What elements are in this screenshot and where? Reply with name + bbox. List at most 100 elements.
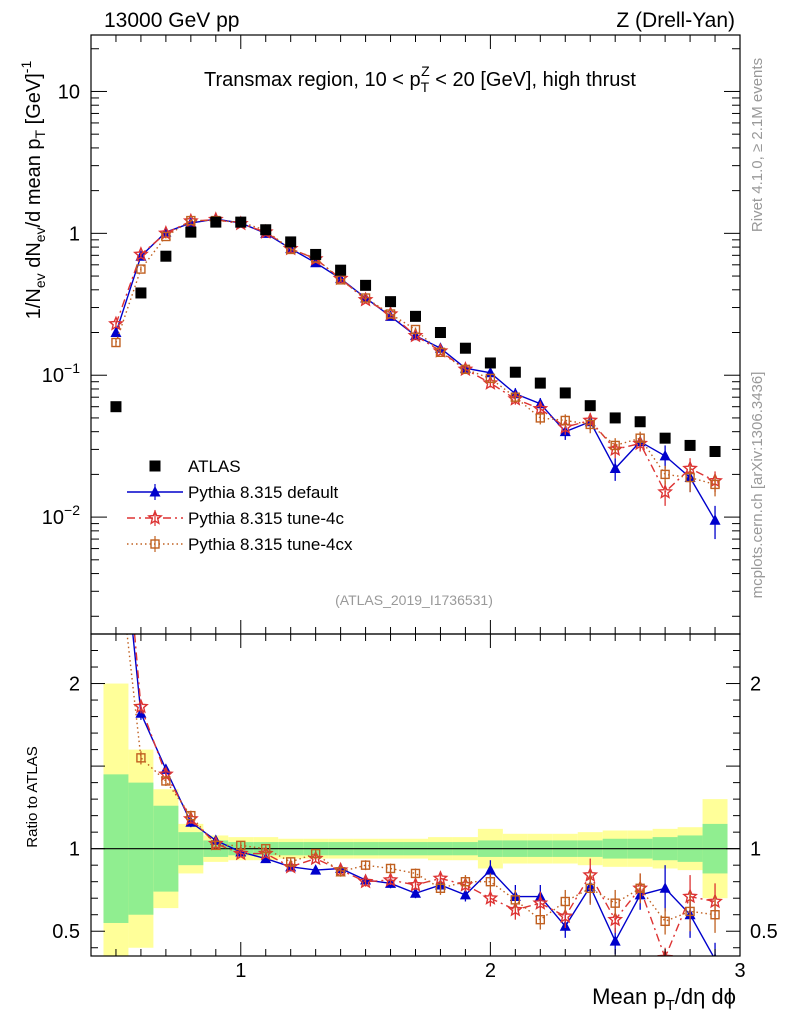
header-left: 13000 GeV pp	[104, 9, 239, 32]
ratio-uncertainty-bands	[91, 683, 740, 956]
ratio-y-tick-label-right: 1	[750, 839, 761, 861]
pythia-8-315-tune-4c-ratio-point	[607, 911, 624, 927]
y-tick-base: 10	[42, 507, 64, 529]
ylabel-a-sub: ev	[32, 273, 48, 288]
ratio-y-tick-label: 1	[69, 839, 80, 861]
pythia-8-315-default-point	[709, 514, 721, 525]
pythia-8-315-tune-4cx-point	[685, 472, 695, 483]
pythia-8-315-default-ratio-point	[210, 834, 222, 845]
pythia-8-315-tune-4cx-ratio-point	[335, 867, 346, 877]
pythia-8-315-tune-4cx-point	[161, 231, 171, 242]
legend: ATLAS Pythia 8.315 default Pythia 8.315 tu…	[127, 457, 353, 554]
legend-marker-pythia-8-315-tune-4cx	[150, 539, 160, 549]
pythia-8-315-tune-4c-ratio-point	[507, 901, 524, 917]
pythia-8-315-default-ratio-point	[310, 864, 322, 875]
pythia-8-315-tune-4c-ratio-point	[482, 889, 499, 905]
pythia-8-315-tune-4c-ratio-point	[133, 698, 149, 714]
y-tick-label: 10−1	[42, 360, 80, 387]
pythia-8-315-tune-4cx-point	[635, 433, 645, 443]
pythia-8-315-tune-4cx-ratio-point	[285, 857, 296, 867]
pythia-8-315-tune-4c-ratio-point	[432, 870, 449, 886]
y-tick-base: 10	[58, 81, 80, 103]
legend-marker-pythia-8-315-default	[149, 486, 161, 497]
pythia-8-315-default-ratio-point	[459, 888, 471, 900]
pythia-8-315-tune-4c-point	[657, 483, 674, 499]
plot-title: Transmax region, 10 < pTZ < 20 [GeV], hi…	[204, 63, 636, 95]
atlas-point	[484, 357, 496, 369]
ratio-y-tick-label-right: 2	[750, 674, 761, 696]
pythia-8-315-tune-4c-ratio-point	[110, 413, 122, 425]
atlas-point	[709, 445, 721, 457]
pythia-8-315-tune-4c-ratio-point	[232, 845, 249, 861]
atlas-point	[235, 216, 247, 228]
pythia-8-315-tune-4cx-ratio-point	[410, 868, 421, 879]
pythia-8-315-tune-4c-point	[532, 400, 549, 416]
rivet-version-label: Rivet 4.1.0, ≥ 2.1M events	[749, 58, 766, 232]
pythia-8-315-tune-4cx-ratio-point	[186, 810, 196, 821]
pythia-8-315-tune-4c-ratio-point	[382, 871, 399, 887]
legend-label-pythia-8-315-default: Pythia 8.315 default	[188, 483, 339, 502]
title-post: < 20 [GeV], high thrust	[430, 69, 637, 91]
atlas-point	[559, 387, 571, 399]
pythia-8-315-tune-4cx-point	[610, 440, 620, 451]
atlas-point	[110, 401, 122, 413]
pythia-8-315-tune-4cx-point	[360, 293, 371, 303]
pythia-8-315-tune-4cx-point	[485, 373, 496, 384]
pythia-8-315-tune-4cx-ratio-point	[435, 883, 446, 893]
pythia-8-315-tune-4cx-point	[385, 309, 396, 319]
pythia-8-315-tune-4cx-ratio-point	[485, 876, 496, 887]
pythia-8-315-default-ratio-point	[609, 935, 621, 946]
y-axis-label: 1/Nev dNev/d mean pT [GeV]-1	[18, 61, 48, 320]
title-sub: T	[421, 79, 430, 95]
legend-label-pythia-8-315-tune-4c: Pythia 8.315 tune-4c	[188, 509, 344, 528]
ratio-y-tick-label: 0.5	[52, 921, 80, 943]
pythia-8-315-tune-4cx-ratio-point	[385, 863, 396, 874]
pythia-8-315-default-point	[659, 449, 671, 461]
pythia-8-315-tune-4cx-point	[710, 479, 720, 490]
pythia-8-315-tune-4cx-line	[115, 219, 716, 486]
pythia-8-315-tune-4c-ratio-point	[357, 873, 374, 889]
main-plot-area	[108, 211, 723, 540]
atlas-point	[609, 412, 621, 424]
pythia-8-315-tune-4c-point	[133, 246, 149, 262]
ratio-frame	[90, 633, 741, 957]
atlas-point	[310, 248, 322, 260]
atlas-point	[385, 296, 397, 308]
xlabel-sub: T	[666, 997, 675, 1014]
analysis-tag: (ATLAS_2019_I1736531)	[335, 592, 493, 608]
atlas-point	[135, 287, 147, 299]
pythia-8-315-tune-4cx-ratio-point	[112, 531, 120, 539]
x-axis-label: Mean pT/dη dϕ	[592, 984, 736, 1014]
y-tick-label: 10−2	[42, 502, 80, 529]
pythia-8-315-tune-4cx-point	[560, 415, 570, 426]
ylabel-c-sub: T	[32, 129, 48, 138]
atlas-point	[335, 264, 347, 276]
pythia-8-315-default-point	[110, 326, 122, 338]
pythia-8-315-default-ratio-point	[484, 864, 496, 875]
pythia-8-315-tune-4cx-ratio-point	[161, 776, 171, 786]
pythia-8-315-tune-4cx-ratio-point	[310, 848, 321, 859]
pythia-8-315-tune-4cx-point	[660, 469, 670, 480]
pythia-8-315-tune-4c-line	[115, 218, 716, 494]
pythia-8-315-tune-4cx-ratio-point	[510, 895, 521, 905]
y-tick-exponent: −2	[64, 502, 80, 518]
pythia-8-315-default-point	[609, 462, 621, 474]
pythia-8-315-tune-4cx-ratio-point	[460, 876, 471, 887]
pythia-8-315-tune-4cx-ratio-point	[360, 860, 371, 870]
pythia-8-315-tune-4cx-ratio-point	[535, 914, 546, 925]
ylabel-b-sub: ev	[32, 227, 48, 242]
title-sup: Z	[421, 63, 430, 79]
pythia-8-315-tune-4cx-point	[410, 324, 421, 335]
pythia-8-315-tune-4cx-point	[460, 364, 471, 375]
ratio-plot-area	[110, 413, 723, 956]
y-tick-base: 10	[42, 365, 64, 387]
legend-marker-atlas	[149, 460, 161, 472]
atlas-point	[434, 327, 446, 339]
pythia-8-315-default-ratio-point	[110, 463, 121, 474]
x-tick-label: 1	[235, 960, 246, 982]
x-tick-label: 3	[734, 960, 745, 982]
atlas-point	[410, 310, 421, 322]
atlas-point	[584, 400, 596, 412]
pythia-8-315-tune-4cx-point	[535, 413, 546, 423]
